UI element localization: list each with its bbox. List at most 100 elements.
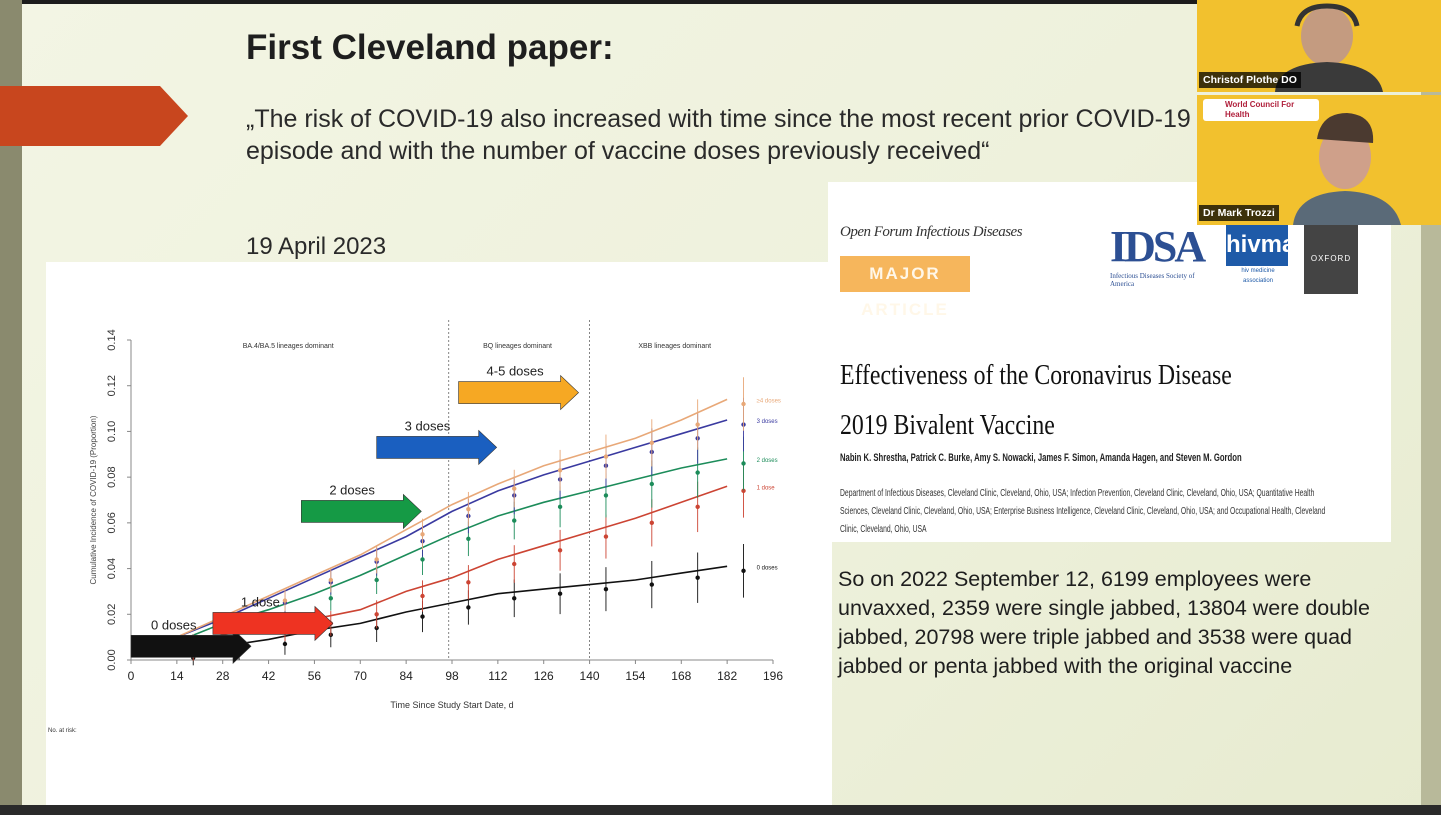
data-point — [695, 575, 700, 580]
data-point — [603, 586, 609, 592]
period-label: XBB lineages dominant — [638, 343, 711, 350]
data-point — [420, 614, 425, 619]
y-tick-label: 0.04 — [106, 558, 118, 579]
data-point — [741, 568, 746, 574]
hivma-logo: hivma hiv medicine association — [1226, 224, 1295, 284]
x-tick-label: 182 — [717, 669, 737, 683]
data-point — [466, 506, 471, 512]
y-tick-label: 0.02 — [106, 604, 118, 625]
data-point — [741, 461, 746, 466]
participant-avatar — [1275, 3, 1383, 92]
data-point — [741, 401, 746, 407]
data-point — [282, 598, 288, 603]
slide-date: 19 April 2023 — [246, 233, 387, 260]
data-point — [649, 582, 655, 587]
y-tick-label: 0.08 — [106, 466, 118, 487]
participant-name: Christof Plothe DO — [1199, 72, 1301, 88]
x-tick-label: 42 — [262, 669, 276, 683]
data-point — [557, 591, 563, 596]
slide-title: First Cleveland paper: — [246, 28, 614, 67]
data-point — [512, 518, 517, 523]
hivma-logo-text: hivma — [1226, 224, 1295, 266]
x-tick-label: 70 — [354, 669, 368, 683]
series-legend-label: 2 doses — [757, 458, 778, 464]
x-tick-label: 14 — [170, 669, 184, 683]
y-tick-label: 0.10 — [106, 421, 118, 442]
data-point — [328, 577, 334, 583]
data-point — [374, 557, 379, 562]
data-point — [282, 641, 288, 647]
y-tick-label: 0.12 — [106, 375, 118, 396]
hivma-logo-subtext: hiv medicine association — [1241, 268, 1275, 284]
risk-table-label: No. at risk: — [48, 728, 77, 734]
data-point — [741, 488, 746, 494]
chart-canvas: 0.00 0.02 0.04 0.06 0.08 0.10 0.12 0.14 0 14 28 42 5… — [48, 320, 783, 734]
period-label: BA.4/BA.5 lineages dominant — [243, 343, 334, 350]
y-axis-label: Cumulative Incidence of COVID-19 (Propor… — [89, 415, 98, 584]
idsa-logo-subtext: Infectious Diseases Society of America — [1110, 272, 1195, 288]
data-point — [512, 486, 517, 491]
cumulative-incidence-chart: 0.00 0.02 0.04 0.06 0.08 0.10 0.12 0.14 0 14 28 42 5… — [46, 262, 832, 807]
participant-video-tile[interactable]: Christof Plothe DO — [1197, 0, 1441, 92]
data-point — [374, 577, 379, 583]
data-point — [512, 596, 517, 601]
data-point — [695, 470, 700, 475]
dose-arrow-label: 1 dose — [241, 594, 280, 609]
y-tick-label: 0.14 — [106, 329, 118, 350]
organization-logo-text: World Council For Health — [1225, 100, 1295, 119]
dose-arrow-label: 0 doses — [151, 617, 197, 632]
data-point — [420, 557, 425, 562]
data-point — [557, 504, 563, 510]
organization-logo: World Council For Health — [1203, 99, 1319, 121]
paper-header-image: Open Forum Infectious Diseases MAJOR ART… — [828, 182, 1391, 542]
decorative-arrow-tab — [0, 86, 188, 146]
x-tick-label: 56 — [308, 669, 322, 683]
period-label: BQ lineages dominant — [483, 343, 552, 350]
x-tick-label: 168 — [671, 669, 691, 683]
x-tick-label: 112 — [488, 669, 507, 683]
x-tick-label: 196 — [763, 669, 783, 683]
idsa-logo-text: IDSA — [1110, 222, 1206, 271]
series-legend-label: 1 dose — [757, 485, 776, 491]
slide-summary-text: So on 2022 September 12, 6199 employees … — [838, 567, 1370, 678]
data-point — [603, 454, 609, 459]
series-legend-label: 3 doses — [757, 419, 778, 425]
dose-arrow — [458, 374, 579, 411]
x-tick-label: 0 — [128, 669, 135, 683]
series-legend-label: 0 doses — [757, 565, 778, 571]
data-point — [557, 468, 563, 473]
dose-arrow — [212, 605, 334, 642]
data-point — [512, 561, 517, 567]
idsa-logo: IDSA Infectious Diseases Society of Amer… — [1110, 222, 1220, 288]
x-tick-label: 28 — [216, 669, 230, 683]
x-tick-label: 154 — [625, 669, 645, 683]
data-point — [466, 605, 471, 610]
dose-arrow — [376, 429, 498, 466]
window-top-bar — [0, 0, 1441, 4]
data-point — [603, 534, 609, 539]
data-point — [420, 593, 425, 599]
participant-video-tile[interactable]: World Council For Health Dr Mark Trozzi — [1197, 95, 1441, 225]
data-point — [649, 520, 655, 526]
paper-affiliations: Department of Infectious Diseases, Cleve… — [840, 488, 1326, 535]
window-bottom-bar — [0, 805, 1441, 815]
data-point — [649, 481, 655, 487]
dose-arrow-label: 3 doses — [405, 418, 451, 433]
data-point — [420, 532, 425, 537]
journal-name: Open Forum Infectious Diseases — [840, 224, 1023, 240]
paper-authors: Nabin K. Shrestha, Patrick C. Burke, Amy… — [840, 452, 1242, 464]
x-tick-label: 140 — [580, 669, 600, 683]
data-point — [374, 612, 379, 617]
data-point — [695, 504, 700, 510]
data-point — [557, 548, 563, 553]
series-legend-label: ≥4 doses — [757, 398, 781, 404]
x-axis-label: Time Since Study Start Date, d — [390, 700, 513, 710]
slide-quote: „The risk of COVID-19 also increased wit… — [246, 105, 1191, 165]
data-point — [328, 596, 334, 601]
data-point — [466, 536, 471, 542]
participant-avatar — [1293, 113, 1401, 225]
dose-arrow — [301, 493, 422, 530]
dose-arrow-label: 4-5 doses — [487, 364, 545, 379]
oxford-logo: OXFORD — [1304, 224, 1358, 294]
